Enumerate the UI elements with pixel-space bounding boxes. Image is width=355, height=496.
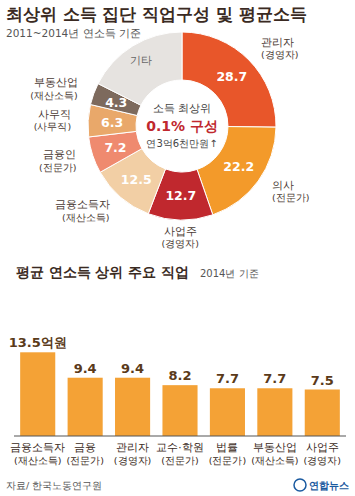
bar [68,378,103,436]
title: 최상위 소득 집단 직업구성 및 평균소득 [6,5,307,24]
data-label: 7.7 [263,371,286,386]
category-label-line: 금융인 [43,148,76,161]
slice [89,131,142,172]
category-label-line: (전문가) [209,455,246,466]
category-label-line: (재산소득) [30,90,77,101]
bar [305,390,340,437]
data-label: 12.7 [165,188,196,203]
infographic: 최상위 소득 집단 직업구성 및 평균소득 2011~2014년 연소득 기준 28… [0,0,355,496]
category-label: 사무직(사무직) [34,108,71,133]
source: 자료/ 한국노동연구원 [6,480,102,491]
category-label-line: 교수·학원 [156,441,203,453]
category-label: 기타 [130,54,152,67]
data-label: 7.7 [216,371,239,386]
category-label-line: (사무직) [34,121,71,132]
data-label: 12.5 [121,172,152,187]
data-label: 28.7 [216,69,247,84]
category-label-line: (경영자) [161,238,198,249]
category-label: 교수·학원 (전문가) [156,441,203,466]
category-label-line: 의사 [272,179,294,192]
subtitle: 2014년 기준 [200,268,259,279]
category-label-line: 금융소득자 [10,441,65,453]
annotation: 연3억6천만원↑ [146,138,217,149]
category-label-line: 금융소득자 [55,198,110,211]
bar [115,378,150,436]
category-label: 부동산업(재산소득) [30,76,77,101]
subtitle: 2011~2014년 연소득 기준 [6,27,141,39]
category-label-line: (경영자) [114,455,151,466]
category-label-line: 부동산업 [253,441,297,453]
category-label: 관리자(경영자) [261,36,298,61]
category-label-line: (재산소득) [14,455,61,466]
category-label: 부동산업 (재산소득) [251,441,298,466]
data-label: 9.4 [74,361,97,376]
bar [257,388,292,436]
data-label: 22.2 [223,159,254,174]
data-label: 7.2 [104,140,126,155]
category-label: 사업주(경영자) [161,225,198,250]
bar [162,385,197,436]
category-label: 금융소득자(재산소득) [55,198,110,223]
category-label-line: (재산소득) [62,212,109,223]
category-label: 법률 (전문가) [209,441,246,466]
annotation: 소득 최상위 [153,102,211,114]
bar [210,388,245,436]
annotation: 0.1% 구성 [146,118,218,134]
category-label-line: 사업주 [306,441,339,453]
category-label-line: 사무직 [38,108,71,121]
credit: 연합뉴스 [309,480,349,491]
baseline [14,435,346,436]
category-label-line: (전문가) [39,162,76,173]
category-label-line: 부동산업 [34,76,78,89]
bars [20,352,340,436]
data-label: 6.3 [101,115,123,130]
category-label: 관리자 (경영자) [114,441,151,466]
category-label-line: (전문가) [272,192,309,203]
data-label: 13.5억원 [9,335,67,350]
donut [88,32,276,220]
category-label: 의사(전문가) [272,179,309,204]
category-label-line: 관리자 [261,36,294,49]
category-label: 금융소득자 (재산소득) [10,441,65,466]
category-label-line: (전문가) [161,455,198,466]
category-label-line: 법률 [216,441,238,453]
data-label: 8.2 [168,368,191,383]
bar [20,352,55,436]
category-label-line: (경영자) [304,455,341,466]
category-label: 금융 (전문가) [66,441,103,466]
title: 평균 연소득 상위 주요 직업 [16,264,189,280]
category-label: 금융인(전문가) [39,148,76,173]
bar-labels: 13.5억원금융소득자 (재산소득) 9.4 금융 (전문가) 9.4 관리자 (경영자) 8.… [9,335,341,466]
category-label-line: (재산소득) [251,455,298,466]
logo-icon [294,479,306,491]
category-label-line: 관리자 [116,441,149,453]
data-label: 7.5 [311,373,334,388]
data-label: 4.3 [105,95,127,110]
data-label: 9.4 [121,361,144,376]
category-label: 사업주 (경영자) [304,441,341,466]
category-label-line: 금융 [74,441,96,453]
category-label-line: 사업주 [164,225,197,238]
category-label-line: (경영자) [261,49,298,60]
category-label-line: 기타 [130,54,152,67]
donut-labels: 28.7관리자(경영자)22.2의사(전문가)12.7사업주(경영자)12.5금… [30,36,309,249]
category-label-line: (전문가) [66,455,103,466]
